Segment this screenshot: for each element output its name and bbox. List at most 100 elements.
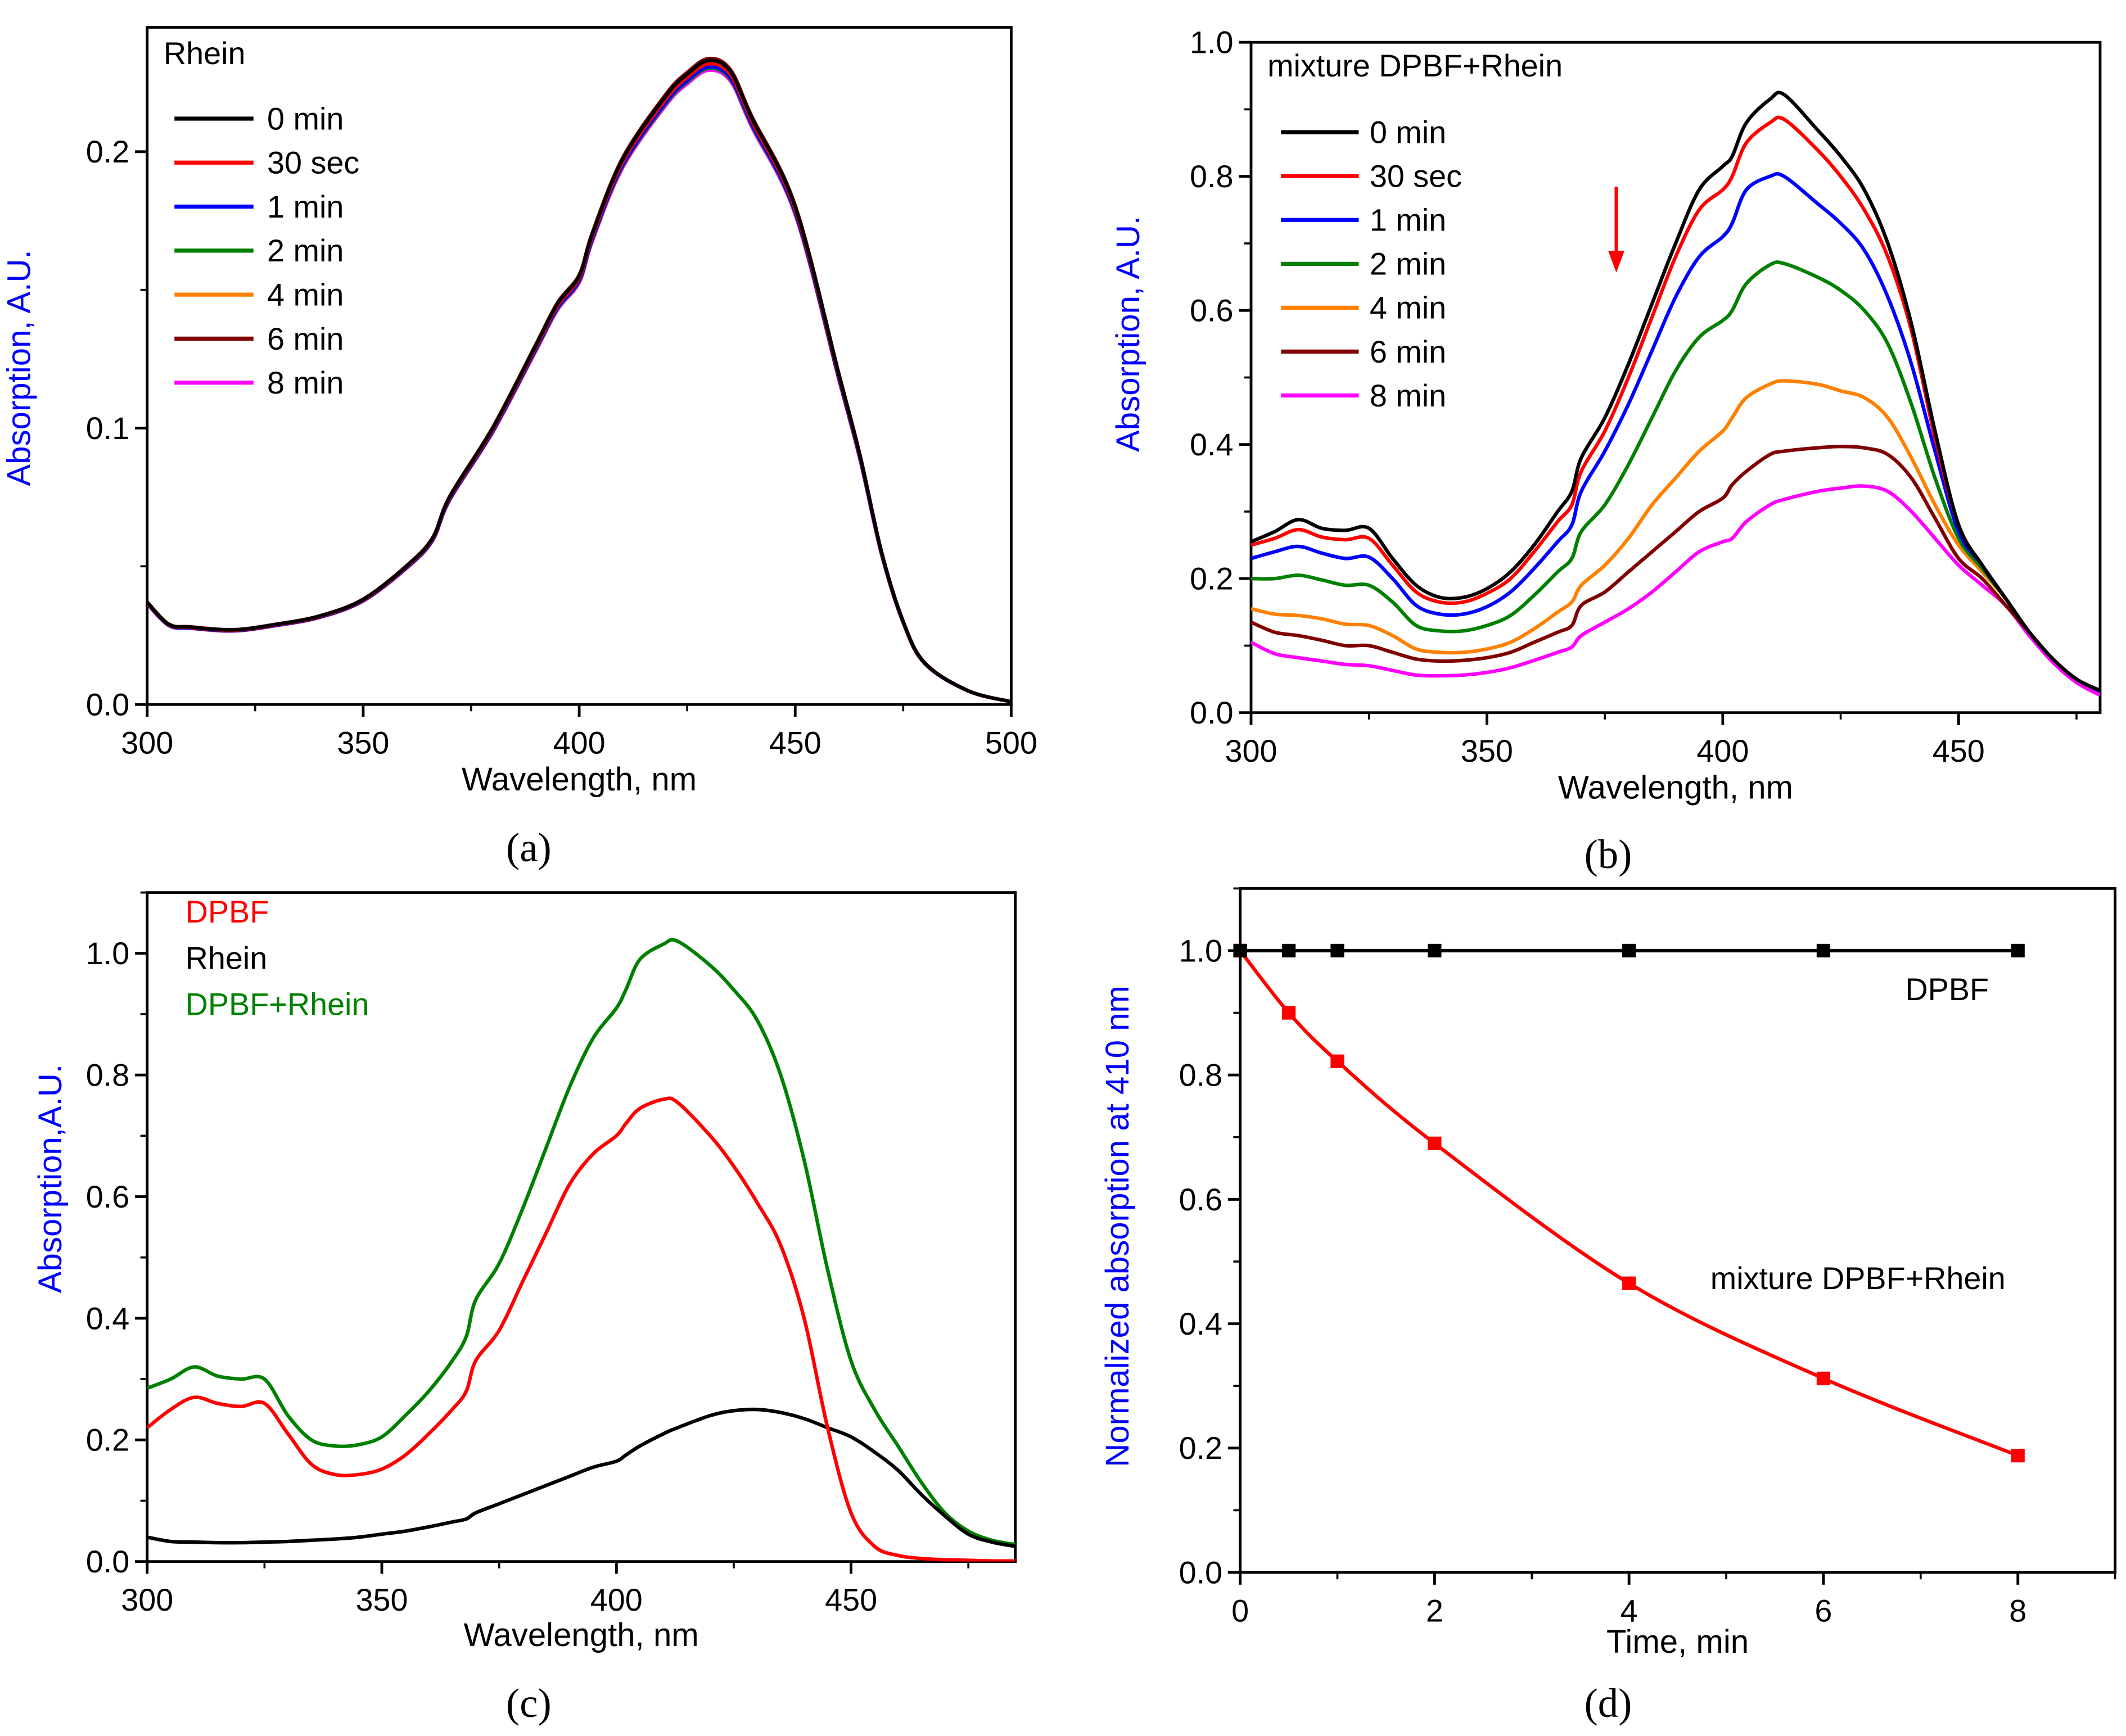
- series-line-dpbf: [147, 1096, 1015, 1562]
- panel-a: 300 350 400 450 500 0.0 0.1 0.2 Wavelength, nm Ab…: [1, 26, 1037, 870]
- series-line-6-min: [1251, 445, 2100, 693]
- x-axis-title: Wavelength, nm: [1558, 769, 1793, 806]
- x-tick-label: 400: [553, 725, 606, 760]
- legend-item: 30 sec: [1281, 159, 1462, 194]
- series-group: [147, 938, 1015, 1562]
- series-line-1-min: [1251, 172, 2100, 693]
- legend-label: 1 min: [1370, 203, 1446, 238]
- legend-item: 6 min: [1281, 334, 1446, 369]
- legend-label: 6 min: [1370, 334, 1446, 369]
- legend-item: 6 min: [174, 322, 344, 356]
- y-tick-label: 0.6: [1179, 1182, 1222, 1217]
- legend-label: 2 min: [1370, 247, 1446, 282]
- down-arrow-icon: [1608, 187, 1625, 273]
- series-line-2-min: [1251, 260, 2100, 693]
- legend-label: 30 sec: [267, 146, 359, 180]
- y-tick-label: 0.4: [1190, 427, 1233, 462]
- legend-title: mixture DPBF+Rhein: [1267, 48, 1563, 83]
- x-tick-label: 300: [121, 1583, 173, 1617]
- series-group: [1251, 91, 2100, 697]
- legend-label: 0 min: [267, 101, 344, 136]
- x-tick-label: 350: [337, 725, 389, 760]
- y-tick-label: 0.4: [1179, 1306, 1222, 1341]
- data-point-marker: [1816, 943, 1831, 958]
- legend-label: DPBF: [186, 894, 269, 929]
- plot-frame: [1239, 887, 2117, 1574]
- legend-label: DPBF+Rhein: [186, 987, 369, 1022]
- y-tick-label: 0.6: [1190, 293, 1233, 328]
- y-tick-label: 0.0: [1179, 1555, 1222, 1590]
- panel-d: 0 2 4 6 8 0.0 0.2 0.4 0.6 0.8 1.0 Time, min Normaliz…: [1099, 887, 2117, 1726]
- legend-item: 8 min: [1281, 378, 1446, 413]
- plot-frame: [146, 891, 1017, 1563]
- y-tick-label: 0.2: [86, 1423, 129, 1458]
- y-axis-title: Absorption, A.U.: [1, 250, 37, 486]
- series-line-0-min: [147, 58, 1012, 704]
- x-tick-label: 4: [1621, 1593, 1638, 1628]
- y-tick-label: 0.0: [86, 1544, 129, 1579]
- series-line-rhein: [147, 1407, 1015, 1548]
- x-tick-label: 8: [2009, 1593, 2026, 1628]
- y-tick-label: 1.0: [86, 936, 129, 971]
- legend-label: 1 min: [267, 189, 344, 224]
- panel-label: (a): [506, 825, 552, 870]
- y-tick-label: 0.0: [86, 688, 129, 722]
- legend-item: 2 min: [1281, 247, 1446, 282]
- series-group: [1240, 948, 2019, 1458]
- x-axis-title: Wavelength, nm: [462, 761, 697, 798]
- x-tick-label: 500: [985, 725, 1037, 760]
- legend-item: 8 min: [174, 365, 344, 400]
- y-tick-label: 0.8: [1190, 159, 1233, 194]
- data-point-marker: [2011, 1448, 2025, 1463]
- data-point-marker: [1330, 943, 1344, 958]
- x-tick-label: 450: [1933, 734, 1985, 768]
- legend-label: 8 min: [267, 365, 344, 400]
- legend-item: 1 min: [174, 189, 344, 224]
- y-tick-label: 0.2: [86, 134, 129, 169]
- series-line-0-min: [1251, 91, 2100, 693]
- series-annotation: DPBF: [1905, 972, 1989, 1007]
- series-group: [147, 56, 1012, 704]
- x-tick-label: 2: [1426, 1593, 1443, 1628]
- legend-label: Rhein: [186, 941, 268, 975]
- legend-item: 0 min: [1281, 115, 1446, 150]
- x-axis-title: Wavelength, nm: [464, 1617, 699, 1653]
- legend-label: 4 min: [1370, 291, 1446, 326]
- legend-label: 4 min: [267, 277, 344, 312]
- data-point-marker: [1622, 943, 1636, 958]
- x-tick-label: 400: [590, 1583, 643, 1617]
- data-point-marker: [1428, 943, 1442, 958]
- series-line-4-min: [1251, 379, 2100, 693]
- legend-item: 1 min: [1281, 203, 1446, 238]
- x-tick-label: 300: [121, 725, 173, 760]
- series-line-dpbf-rhein: [147, 938, 1015, 1547]
- panel-c: 300 350 400 450 0.0 0.2 0.4 0.6 0.8 1.0 Wavelength…: [32, 891, 1017, 1726]
- legend-item: 4 min: [1281, 291, 1446, 326]
- legend-item: 4 min: [174, 277, 344, 312]
- panel-label: (b): [1585, 831, 1632, 877]
- data-point-marker: [1622, 1276, 1636, 1290]
- y-tick-label: 1.0: [1190, 25, 1233, 60]
- x-tick-label: 400: [1696, 734, 1749, 768]
- y-tick-label: 0.8: [86, 1058, 129, 1093]
- y-tick-label: 0.8: [1179, 1058, 1222, 1093]
- legend-label: 6 min: [267, 322, 344, 356]
- panel-label: (c): [506, 1680, 552, 1726]
- y-tick-label: 0.0: [1190, 695, 1233, 730]
- data-point-marker: [1816, 1371, 1831, 1386]
- y-tick-label: 0.6: [86, 1179, 129, 1214]
- y-axis-title: Absorption,A.U.: [32, 1064, 69, 1293]
- y-tick-label: 0.4: [86, 1301, 129, 1336]
- panel-b: 300 350 400 450 0.0 0.2 0.4 0.6 0.8 1.0 Wavelength…: [1110, 25, 2102, 877]
- y-tick-label: 1.0: [1179, 933, 1222, 968]
- data-point-marker: [1428, 1136, 1442, 1150]
- data-point-marker: [1281, 1006, 1296, 1020]
- x-tick-label: 450: [825, 1583, 877, 1617]
- y-tick-label: 0.2: [1190, 562, 1233, 596]
- legend-title: Rhein: [164, 36, 246, 71]
- x-tick-label: 450: [769, 725, 821, 760]
- series-line-8-min: [1251, 484, 2100, 697]
- legend-label: 8 min: [1370, 378, 1446, 413]
- data-point-marker: [2011, 943, 2025, 958]
- y-tick-label: 0.1: [86, 411, 129, 446]
